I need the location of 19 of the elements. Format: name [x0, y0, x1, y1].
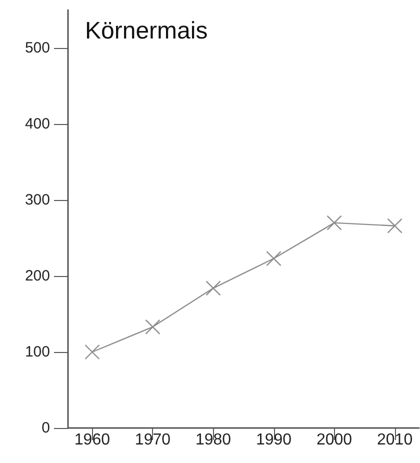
point [84, 344, 100, 360]
y-tick-label: 400 [24, 116, 50, 132]
point [206, 280, 221, 296]
x-tick-label: 1970 [134, 432, 171, 448]
x-tick-label: 2010 [376, 432, 413, 448]
y-tick-label: 200 [24, 268, 50, 284]
chart-title: Körnermais [85, 18, 208, 44]
point [266, 250, 282, 266]
y-tick-label: 500 [24, 40, 50, 56]
point [387, 218, 402, 234]
x-tick-label: 2000 [316, 432, 352, 448]
point [145, 319, 160, 335]
y-tick-label: 0 [42, 420, 50, 436]
y-tick-label: 100 [24, 344, 50, 360]
x-tick-label: 1980 [195, 432, 232, 448]
y-tick-label: 300 [24, 192, 50, 208]
x-tick-label: 1960 [74, 432, 110, 448]
x-tick-label: 1990 [256, 432, 292, 448]
point [326, 215, 342, 230]
